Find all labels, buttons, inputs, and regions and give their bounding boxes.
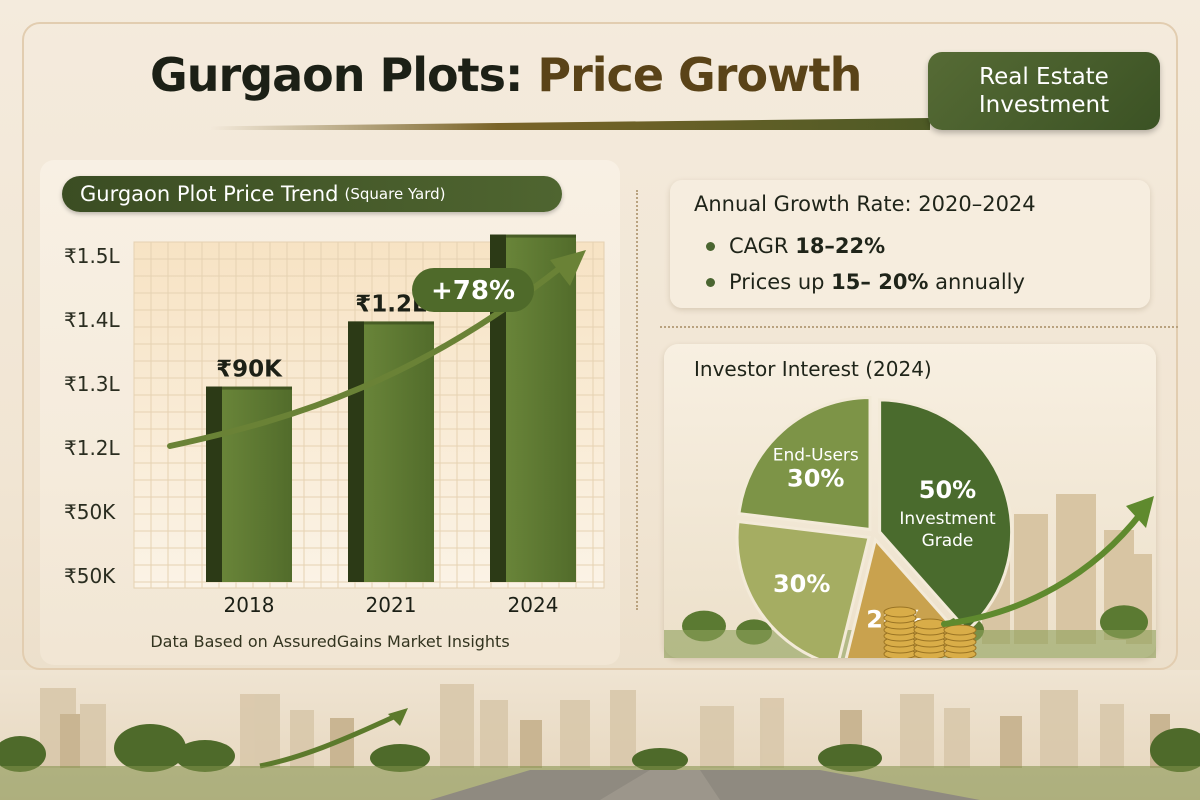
investor-pie-chart: 50%InvestmentGrade20%30%30%End-Users (664, 396, 1156, 658)
growth-badge (412, 268, 534, 312)
y-tick-label: ₹50K (64, 564, 116, 588)
bullet-dot-icon (706, 277, 715, 287)
chart-title-pill: Gurgaon Plot Price Trend (Square Yard) (62, 176, 562, 212)
bullet-dot-icon (706, 241, 715, 251)
growth-badge-label: +78% (431, 276, 515, 306)
title-main: Gurgaon Plots: (150, 48, 523, 102)
pie-slice-value: 30% (787, 464, 844, 492)
bar-top-edge-2024 (490, 234, 576, 238)
bullet-prefix: Prices up (729, 270, 832, 294)
y-tick-label: ₹1.2L (64, 436, 121, 460)
coin (943, 624, 977, 636)
bar-top-edge-2021 (348, 321, 434, 325)
bullet-prefix: CAGR (729, 234, 796, 258)
badge-line-1: Real Estate (979, 64, 1109, 90)
price-bar-chart: ₹50K₹50K₹1.2L₹1.3L₹1.4L₹1.5L₹90K2018₹1.2… (64, 228, 605, 617)
pie-slice (735, 519, 871, 658)
growth-rate-title: Annual Growth Rate: 2020–2024 (694, 192, 1036, 216)
investor-arrow-head-icon (1126, 496, 1154, 528)
vertical-divider (636, 190, 638, 610)
x-tick-label: 2021 (366, 593, 417, 617)
building (1014, 514, 1048, 644)
y-tick-label: ₹1.5L (64, 244, 121, 268)
bar-value-label: ₹90K (216, 357, 283, 383)
pie-slice (737, 396, 872, 532)
y-tick-label: ₹50K (64, 500, 116, 524)
pie-slice-value: 50% (919, 476, 976, 504)
coin (883, 606, 917, 618)
title-accent: Price Growth (537, 48, 862, 102)
data-source-note: Data Based on AssuredGains Market Insigh… (150, 632, 510, 651)
investor-title-text: Investor Interest (694, 357, 859, 381)
page-frame (22, 22, 1178, 670)
bullet-strong: 15– 20% (831, 270, 929, 294)
bullet-suffix: annually (928, 270, 1025, 294)
bar-side-2021 (348, 321, 364, 582)
price-bullet: Prices up 15– 20% annually (706, 270, 1025, 294)
y-tick-label: ₹1.4L (64, 308, 121, 332)
pie-slice-name: Investment (899, 509, 996, 529)
growth-rate-card (670, 180, 1150, 308)
chart-title: Gurgaon Plot Price Trend (80, 182, 339, 206)
pie-slice-value: 30% (773, 570, 830, 598)
investor-interest-title: Investor Interest (2024) (694, 357, 932, 381)
pie-slice-name: Grade (922, 531, 974, 551)
y-tick-label: ₹1.3L (64, 372, 121, 396)
category-badge: Real Estate Investment (928, 52, 1160, 130)
pie-slice (878, 398, 1014, 633)
badge-line-2: Investment (978, 92, 1110, 118)
bullet-strong: 18–22% (795, 234, 886, 258)
city-skyline-illustration (0, 670, 1200, 800)
building (1056, 494, 1096, 644)
pie-slice-name: End-Users (773, 445, 859, 465)
growth-arrow-head-icon (550, 250, 586, 286)
horizontal-divider (660, 326, 1178, 328)
page-title: Gurgaon Plots: Price Growth (150, 48, 862, 108)
bar-side-2018 (206, 386, 222, 582)
bar-side-2024 (490, 234, 506, 583)
chart-subtitle: (Square Yard) (344, 185, 446, 203)
coin-stacks-icon (883, 606, 977, 658)
x-tick-label: 2024 (508, 593, 559, 617)
x-tick-label: 2018 (224, 593, 275, 617)
investor-title-year: (2024) (865, 357, 932, 381)
investor-arrow-line (941, 509, 1145, 627)
bar-value-label: ₹1.6L (497, 228, 569, 231)
cagr-bullet: CAGR 18–22% (706, 234, 885, 258)
bar-top-edge-2018 (206, 386, 292, 390)
